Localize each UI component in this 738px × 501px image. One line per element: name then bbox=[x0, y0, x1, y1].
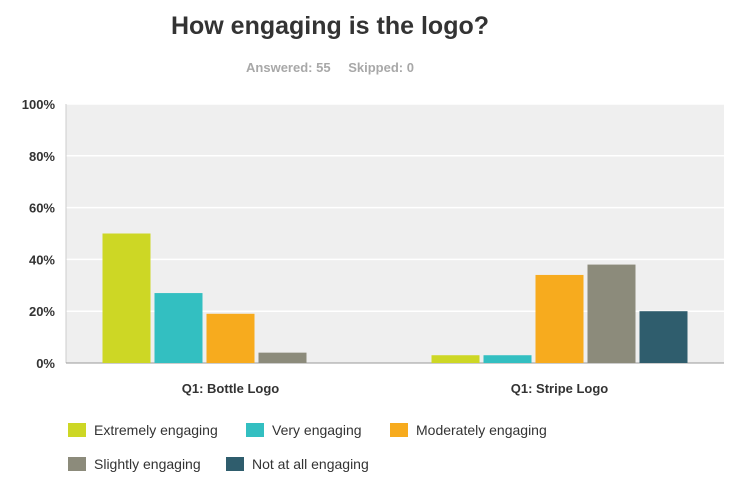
y-tick-label: 0% bbox=[36, 356, 55, 371]
legend-label: Very engaging bbox=[272, 422, 362, 438]
legend-swatch bbox=[246, 423, 264, 437]
y-tick-label: 20% bbox=[29, 304, 55, 319]
bar bbox=[535, 274, 584, 363]
legend-label: Slightly engaging bbox=[94, 456, 201, 472]
bar bbox=[206, 313, 255, 363]
y-tick-label: 40% bbox=[29, 252, 55, 267]
bar bbox=[587, 264, 636, 363]
response-stats: Answered: 55 Skipped: 0 bbox=[0, 60, 660, 75]
bar bbox=[154, 293, 203, 363]
skipped-count: Skipped: 0 bbox=[348, 60, 414, 75]
legend-item: Slightly engaging bbox=[68, 456, 201, 472]
legend-swatch bbox=[68, 423, 86, 437]
legend-label: Not at all engaging bbox=[252, 456, 369, 472]
bar bbox=[102, 233, 151, 363]
y-tick-label: 60% bbox=[29, 201, 55, 216]
chart-title: How engaging is the logo? bbox=[170, 12, 490, 40]
bar-chart: 0% 20% 40% 60% 80% 100% Q1: Bottle Logo Q1: Str… bbox=[22, 97, 724, 396]
legend-item: Very engaging bbox=[246, 422, 362, 438]
legend-label: Moderately engaging bbox=[416, 422, 547, 438]
legend-label: Extremely engaging bbox=[94, 422, 218, 438]
legend-swatch bbox=[226, 457, 244, 471]
legend-swatch bbox=[68, 457, 86, 471]
bar bbox=[258, 352, 307, 363]
bar bbox=[483, 355, 532, 363]
answered-count: Answered: 55 bbox=[246, 60, 331, 75]
legend-swatch bbox=[390, 423, 408, 437]
bar bbox=[431, 355, 480, 363]
legend-item: Extremely engaging bbox=[68, 422, 218, 438]
y-tick-label: 100% bbox=[22, 97, 56, 112]
legend-item: Not at all engaging bbox=[226, 456, 369, 472]
x-tick-label: Q1: Bottle Logo bbox=[182, 381, 280, 396]
legend-item: Moderately engaging bbox=[390, 422, 547, 438]
bar bbox=[639, 311, 688, 363]
x-tick-label: Q1: Stripe Logo bbox=[511, 381, 609, 396]
y-tick-label: 80% bbox=[29, 149, 55, 164]
